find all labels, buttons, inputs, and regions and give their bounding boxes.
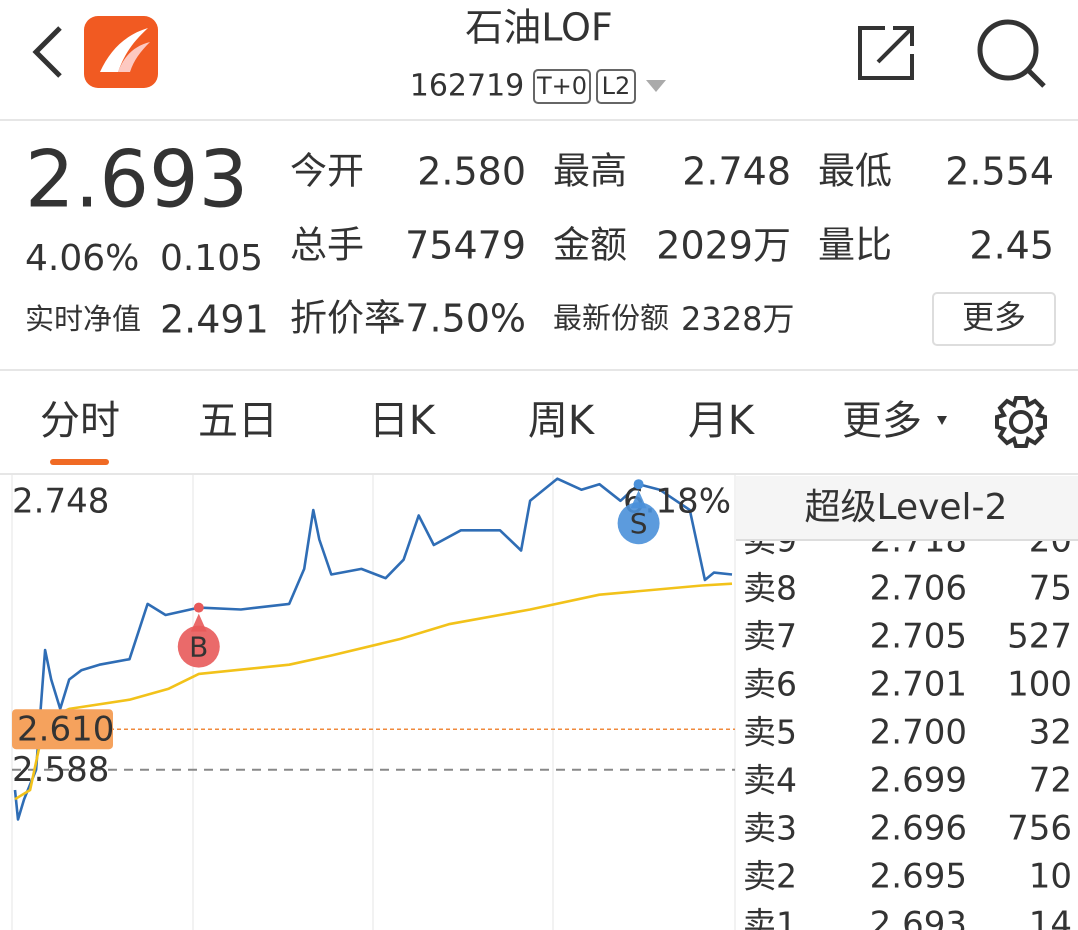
change: 0.105 <box>160 238 263 279</box>
back-button[interactable] <box>32 26 62 78</box>
stock-code: 162719 <box>410 69 525 104</box>
order-book-title: 超级Level-2 <box>805 487 1008 528</box>
order-label: 卖4 <box>743 761 797 800</box>
series-line <box>13 477 733 821</box>
stat-value: 2.580 <box>417 150 526 194</box>
trade-marker <box>633 479 644 490</box>
nav-label: 实时净值 <box>25 302 141 336</box>
stat-label: 金额 <box>553 224 627 267</box>
order-label: 卖7 <box>743 617 797 656</box>
order-price: 2.700 <box>870 713 967 753</box>
change-percent: 4.06% <box>25 238 139 279</box>
order-price: 2.696 <box>870 809 967 849</box>
stat-label: 最低 <box>818 150 892 193</box>
more-button-label[interactable]: 更多 <box>962 298 1026 336</box>
badge: T+0 <box>536 72 587 100</box>
stat-label: 量比 <box>818 224 892 267</box>
stat-value: 2328万 <box>681 300 794 338</box>
order-volume: 10 <box>1029 857 1072 897</box>
crosshair-label-box <box>12 709 113 750</box>
trade-badge-label: S <box>630 507 648 540</box>
dropdown-arrow[interactable] <box>646 80 666 92</box>
order-book: 卖92.71820卖82.70675卖72.705527卖62.701100卖5… <box>743 521 1072 930</box>
order-volume: 756 <box>1007 809 1072 849</box>
badge-frame <box>533 69 591 104</box>
order-label: 卖3 <box>743 809 797 848</box>
tab-bar: 分时 五日 日K 周K 月K 更多 <box>40 398 922 444</box>
order-book-header <box>736 476 1078 540</box>
active-tab-indicator <box>50 459 109 465</box>
trade-badge-label: B <box>189 631 208 664</box>
stats: 今开 2.580 最高 2.748 最低 2.554 总手 75479 金额 2029万 量比 2.4… <box>290 150 1054 341</box>
order-price: 2.693 <box>870 905 967 930</box>
search-button[interactable] <box>977 19 1046 88</box>
order-volume: 75 <box>1029 569 1072 609</box>
y-tick-label: 2.588 <box>12 750 109 790</box>
badge-frame <box>596 69 636 104</box>
tab[interactable]: 日K <box>369 398 437 444</box>
settings-button[interactable] <box>995 396 1047 448</box>
stat-label: 总手 <box>290 224 364 267</box>
stat-label: 最新份额 <box>553 301 669 335</box>
nav-value: 2.491 <box>160 298 269 342</box>
tab[interactable]: 更多 <box>842 398 922 444</box>
order-label: 卖1 <box>743 905 797 930</box>
tab[interactable]: 分时 <box>40 398 120 444</box>
order-volume: 100 <box>1007 665 1072 705</box>
app-logo[interactable] <box>84 16 158 88</box>
stat-value: 75479 <box>405 224 526 268</box>
last-price: 2.693 <box>25 135 248 225</box>
trade-badge <box>617 502 660 545</box>
order-price: 2.695 <box>870 857 967 897</box>
order-volume: 14 <box>1029 905 1072 930</box>
dropdown-arrow <box>937 416 947 425</box>
share-button[interactable] <box>858 26 914 80</box>
stat-label: 最高 <box>553 150 627 193</box>
tab[interactable]: 周K <box>528 398 596 444</box>
order-label: 卖8 <box>743 569 797 608</box>
y-tick-label: 2.748 <box>12 482 109 522</box>
stat-value: 2029万 <box>656 224 791 268</box>
order-label: 卖5 <box>743 713 797 752</box>
order-price: 2.701 <box>870 665 967 705</box>
tab[interactable]: 月K <box>688 398 756 444</box>
order-price: 2.705 <box>870 617 967 657</box>
order-volume: 527 <box>1007 617 1072 657</box>
order-price: 2.699 <box>870 761 967 801</box>
title: 石油LOF <box>465 6 613 50</box>
trade-badge <box>177 625 220 668</box>
more-button[interactable] <box>932 292 1056 346</box>
stat-value: -7.50% <box>392 297 526 341</box>
stat-value: 2.748 <box>682 150 791 194</box>
stat-label: 折价率 <box>290 297 401 340</box>
order-label: 卖2 <box>743 857 797 896</box>
stat-value: 2.45 <box>969 224 1054 268</box>
order-volume: 32 <box>1029 713 1072 753</box>
stat-value: 2.554 <box>945 150 1054 194</box>
stat-label: 今开 <box>290 150 364 193</box>
badge: L2 <box>602 72 631 100</box>
tab[interactable]: 五日 <box>198 398 278 444</box>
trade-marker <box>193 602 204 613</box>
order-volume: 72 <box>1029 761 1072 801</box>
time-grid <box>11 475 736 930</box>
order-price: 2.706 <box>870 569 967 609</box>
crosshair-label: 2.610 <box>17 710 114 750</box>
order-label: 卖6 <box>743 665 797 704</box>
